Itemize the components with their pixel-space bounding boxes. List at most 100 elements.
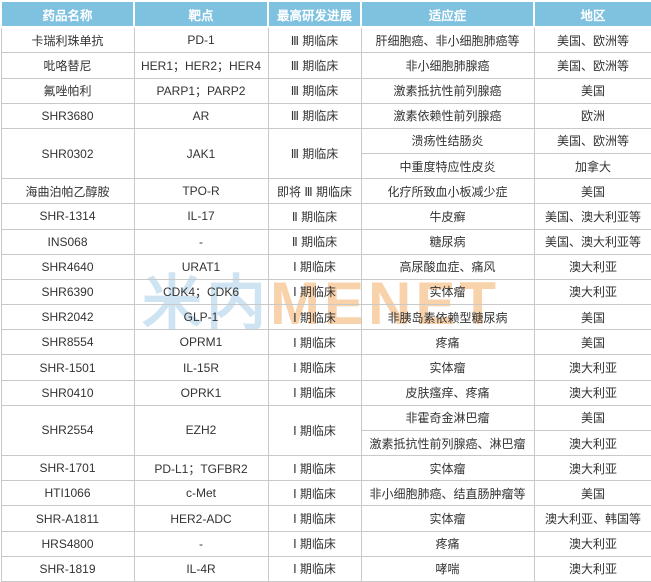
region-cell: 澳大利亚 [533,530,651,557]
region-cell: 美国 [533,329,651,356]
phase-cell: Ⅰ 期临床 [267,329,362,356]
region-cell: 澳大利亚 [533,555,651,582]
indication-cell: 疼痛 [360,530,535,557]
region-cell: 美国、澳大利亚等 [533,228,651,255]
target-cell: HER1；HER2；HER4 [133,52,269,79]
drug-name-cell: SHR0302 [0,127,135,180]
column-header-1: 靶点 [133,0,269,28]
table-row: SHR2042 GLP-1 Ⅰ 期临床 非胰岛素依赖型糖尿病 美国 [0,304,651,331]
indication-cell: 皮肤瘙痒、疼痛 [360,379,535,406]
phase-cell: Ⅰ 期临床 [267,505,362,532]
region-cell: 美国、澳大利亚等 [533,203,651,230]
phase-cell: Ⅲ 期临床 [267,52,362,79]
table-row: SHR2554 EZH2 Ⅰ 期临床 非霍奇金淋巴瘤 美国 [0,404,651,457]
region-cell: 澳大利亚、韩国等 [533,505,651,532]
phase-cell: Ⅱ 期临床 [267,228,362,255]
drug-name-cell: 氟唑帕利 [0,77,135,104]
table-header-row: 药品名称 靶点 最高研发进展 适应症 地区 [0,0,651,28]
drug-name-cell: SHR4640 [0,253,135,280]
target-cell: OPRK1 [133,379,269,406]
table-row: 氟唑帕利 PARP1；PARP2 Ⅲ 期临床 激素抵抗性前列腺癌 美国 [0,77,651,104]
table-row: 激素抵抗性前列腺癌、淋巴瘤 澳大利亚 [1,429,651,457]
table-row: SHR-1819 IL-4R Ⅰ 期临床 哮喘 澳大利亚 [0,555,651,582]
target-cell: IL-15R [133,354,269,381]
region-cell: 美国 [533,77,651,104]
indication-cell: 实体瘤 [360,278,535,306]
table-row: SHR4640 URAT1 Ⅰ 期临床 高尿酸血症、痛风 澳大利亚 [0,253,651,280]
indication-cell: 实体瘤 [360,505,535,532]
column-header-2: 最高研发进展 [267,0,362,28]
target-cell: GLP-1 [133,304,269,331]
target-cell: URAT1 [133,253,269,280]
indication-cell: 非胰岛素依赖型糖尿病 [360,304,535,331]
drug-name-cell: SHR6390 [0,278,135,306]
target-cell: PD-1 [133,26,269,54]
phase-cell: Ⅰ 期临床 [267,530,362,557]
phase-cell: Ⅰ 期临床 [267,278,362,306]
column-header-3: 适应症 [360,0,535,28]
drug-name-cell: SHR-1314 [0,203,135,230]
indication-cell: 溃疡性结肠炎 [360,127,535,155]
phase-cell: Ⅰ 期临床 [267,555,362,582]
phase-cell: Ⅲ 期临床 [267,102,362,129]
region-cell: 加拿大 [533,153,651,180]
drug-name-cell: 海曲泊帕乙醇胺 [0,178,135,205]
drug-name-cell: HTI1066 [0,480,135,507]
indication-cell: 哮喘 [360,555,535,582]
indication-cell: 疼痛 [360,329,535,356]
drug-name-cell: SHR2042 [0,304,135,331]
region-cell: 美国、欧洲等 [533,52,651,79]
region-cell: 澳大利亚 [533,455,651,482]
target-cell: EZH2 [133,404,269,457]
target-cell: JAK1 [133,127,269,180]
drug-name-cell: SHR8554 [0,329,135,356]
table-row: SHR0410 OPRK1 Ⅰ 期临床 皮肤瘙痒、疼痛 澳大利亚 [0,379,651,406]
indication-cell: 激素抵抗性前列腺癌、淋巴瘤 [360,429,535,457]
region-cell: 澳大利亚 [533,429,651,457]
target-cell: TPO-R [133,178,269,205]
drug-name-cell: SHR-A1811 [0,505,135,532]
indication-cell: 实体瘤 [360,455,535,482]
region-cell: 欧洲 [533,102,651,129]
region-cell: 美国、欧洲等 [533,26,651,54]
table-row: INS068- Ⅱ 期临床 糖尿病 美国、澳大利亚等 [0,228,651,255]
phase-cell: Ⅰ 期临床 [267,480,362,507]
phase-cell: Ⅰ 期临床 [267,455,362,482]
phase-cell: Ⅰ 期临床 [267,379,362,406]
region-cell: 美国、欧洲等 [533,127,651,155]
target-cell: AR [133,102,269,129]
target-cell: OPRM1 [133,329,269,356]
target-cell: HER2-ADC [133,505,269,532]
table-row: SHR-1314 IL-17 Ⅱ 期临床 牛皮癣 美国、澳大利亚等 [0,203,651,230]
target-cell: PD-L1；TGFBR2 [133,455,269,482]
drug-name-cell: HRS4800 [0,530,135,557]
indication-cell: 非小细胞肺癌、结直肠肿瘤等 [360,480,535,507]
phase-cell: Ⅰ 期临床 [267,304,362,331]
target-cell: c-Met [133,480,269,507]
table-body: 卡瑞利珠单抗 PD-1 Ⅲ 期临床 肝细胞癌、非小细胞肺癌等 美国、欧洲等 吡咯替尼 HER… [0,26,651,582]
phase-cell: Ⅲ 期临床 [267,77,362,104]
column-header-0: 药品名称 [0,0,135,28]
drug-name-cell: SHR3680 [0,102,135,129]
drug-name-cell: SHR-1501 [0,354,135,381]
target-cell: PARP1；PARP2 [133,77,269,104]
target-cell: IL-17 [133,203,269,230]
phase-cell: Ⅰ 期临床 [267,354,362,381]
target-cell: - [133,228,269,255]
indication-cell: 牛皮癣 [360,203,535,230]
table-row: SHR-1701 PD-L1；TGFBR2 Ⅰ 期临床 实体瘤 澳大利亚 [0,455,651,482]
drug-name-cell: 吡咯替尼 [0,52,135,79]
table-row: SHR3680 AR Ⅲ 期临床 激素依赖性前列腺癌 欧洲 [0,102,651,129]
indication-cell: 激素依赖性前列腺癌 [360,102,535,129]
table-row: 卡瑞利珠单抗 PD-1 Ⅲ 期临床 肝细胞癌、非小细胞肺癌等 美国、欧洲等 [0,26,651,54]
table-row: SHR-A1811 HER2-ADC Ⅰ 期临床 实体瘤 澳大利亚、韩国等 [0,505,651,532]
indication-cell: 化疗所致血小板减少症 [360,178,535,205]
table-row: SHR-1501 IL-15R Ⅰ 期临床 实体瘤 澳大利亚 [0,354,651,381]
drug-name-cell: SHR2554 [0,404,135,457]
region-cell: 澳大利亚 [533,354,651,381]
table-row: HRS4800- Ⅰ 期临床 疼痛 澳大利亚 [0,530,651,557]
column-header-4: 地区 [533,0,651,28]
indication-cell: 糖尿病 [360,228,535,255]
